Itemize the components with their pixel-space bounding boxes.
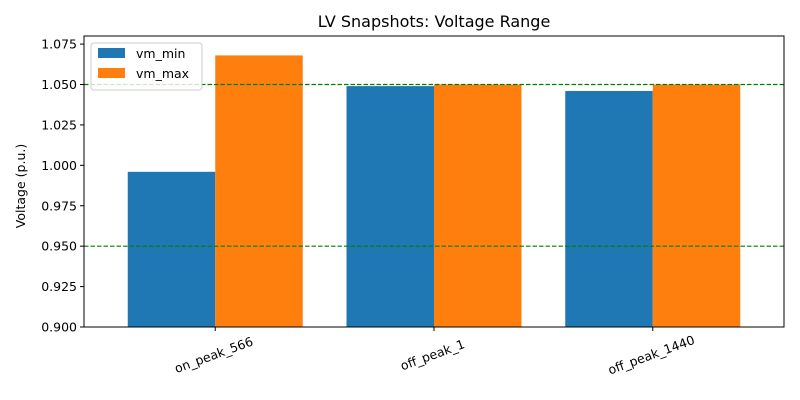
bar-vm_min-off_peak_1 xyxy=(346,86,434,327)
chart-title: LV Snapshots: Voltage Range xyxy=(318,12,551,31)
bar-vm_max-on_peak_566 xyxy=(215,55,303,328)
bar-vm_max-off_peak_1440 xyxy=(652,84,741,327)
bar-vm_max-off_peak_1 xyxy=(434,84,522,327)
x-tick-label: off_peak_1 xyxy=(398,336,466,373)
legend-swatch-vm_min xyxy=(98,48,125,58)
bars-group xyxy=(127,55,741,328)
x-tick-label: on_peak_566 xyxy=(172,334,255,376)
bar-vm_min-off_peak_1440 xyxy=(565,90,653,327)
bar-vm_min-on_peak_566 xyxy=(127,171,216,327)
y-tick-label: 0.900 xyxy=(41,320,77,335)
y-tick-label: 1.050 xyxy=(41,77,77,92)
y-axis: 0.900 0.925 0.950 0.975 1.000 1.025 1.050 1.075 xyxy=(41,37,84,335)
y-axis-label: Voltage (p.u.) xyxy=(13,144,28,228)
y-tick-label: 0.925 xyxy=(41,279,77,294)
y-tick-label: 1.000 xyxy=(41,158,77,173)
legend-swatch-vm_max xyxy=(98,68,125,78)
plot-frame xyxy=(83,35,785,328)
y-tick-label: 1.075 xyxy=(41,37,77,52)
legend: vm_min vm_max xyxy=(90,42,203,91)
legend-label-vm_max: vm_max xyxy=(136,66,189,81)
legend-label-vm_min: vm_min xyxy=(136,46,185,61)
y-tick-label: 0.975 xyxy=(41,198,77,213)
y-tick-label: 1.025 xyxy=(41,117,77,132)
y-tick-label: 0.950 xyxy=(41,239,77,254)
x-tick-label: off_peak_1440 xyxy=(606,332,697,377)
x-axis: on_peak_566 off_peak_1 off_peak_1440 xyxy=(172,327,697,377)
